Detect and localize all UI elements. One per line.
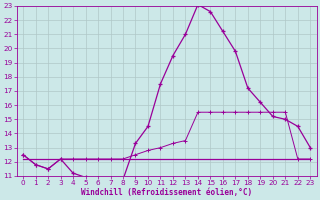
X-axis label: Windchill (Refroidissement éolien,°C): Windchill (Refroidissement éolien,°C) (81, 188, 252, 197)
